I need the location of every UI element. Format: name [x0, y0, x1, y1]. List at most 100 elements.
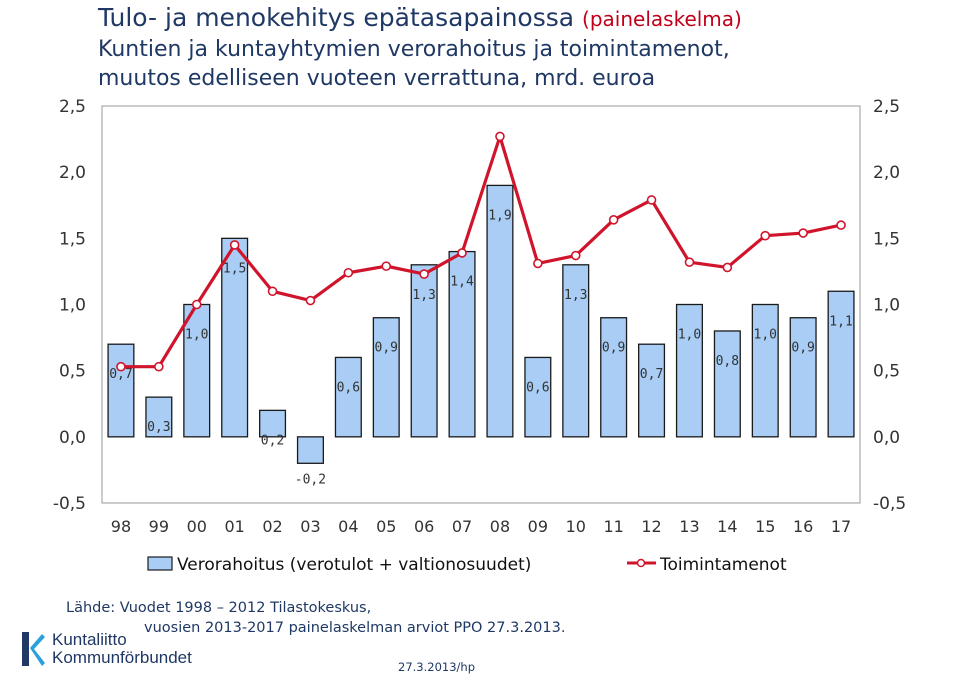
line-point — [836, 220, 846, 230]
legend-bar-swatch — [147, 556, 173, 571]
y-tick-label-left: 1,0 — [59, 296, 86, 316]
line-point — [457, 248, 467, 258]
bar-data-label: 0,2 — [261, 433, 284, 448]
x-tick-label: 98 — [111, 517, 131, 536]
x-tick-label: 06 — [414, 517, 434, 536]
y-tick-label-left: 0,0 — [59, 428, 86, 448]
bar-data-label: 0,7 — [640, 367, 663, 382]
x-tick-label: 16 — [793, 517, 813, 536]
x-tick-label: 07 — [452, 517, 472, 536]
bar — [372, 317, 400, 438]
x-tick-label: 13 — [679, 517, 699, 536]
line-point — [343, 267, 354, 278]
bar-data-label: 0,6 — [526, 380, 549, 395]
bar — [221, 237, 249, 438]
bar-data-label: 0,6 — [337, 380, 360, 395]
legend-line-marker — [636, 558, 646, 568]
line-point — [154, 361, 164, 372]
bar-data-label: 1,0 — [678, 328, 701, 343]
bar — [827, 290, 855, 438]
x-tick-label: 00 — [187, 517, 207, 536]
x-tick-label: 04 — [338, 517, 358, 536]
bar-data-label: 1,0 — [185, 328, 208, 343]
y-axis-left: -0,5 0,0 0,5 1,0 1,5 2,0 2,5 — [53, 97, 86, 514]
bar — [600, 317, 628, 438]
line-point — [570, 250, 581, 261]
y-axis-right: -0,5 0,0 0,5 1,0 1,5 2,0 2,5 — [873, 97, 906, 514]
line-point — [722, 262, 733, 273]
bar-data-label: -0,2 — [295, 472, 326, 487]
y-tick-label-right: 2,0 — [873, 163, 900, 183]
y-tick-label-right: 0,0 — [873, 428, 900, 448]
title-block: Tulo- ja menokehitys epätasapainossa (pa… — [98, 2, 742, 93]
legend-line-label: Toimintamenot — [659, 555, 787, 575]
bar-data-label: 0,9 — [602, 341, 625, 356]
bar-data-label: 0,9 — [791, 341, 814, 356]
bar — [410, 264, 438, 438]
subtitle-line-2: muutos edelliseen vuoteen verrattuna, mr… — [98, 66, 656, 91]
y-tick-label-left: 2,0 — [59, 163, 86, 183]
line-point — [646, 195, 657, 205]
line-point — [760, 230, 771, 241]
source-line-2: vuosien 2013-2017 painelaskelman arviot … — [144, 620, 566, 636]
line-point — [229, 240, 240, 250]
line-point — [495, 131, 505, 142]
x-tick-label: 14 — [717, 517, 737, 536]
bar-data-label: 1,4 — [450, 275, 474, 290]
line-point — [116, 361, 126, 372]
line-point — [267, 286, 278, 297]
bar — [183, 303, 211, 438]
bar — [751, 303, 779, 438]
chart-frame — [101, 105, 861, 504]
bar-data-label: 0,9 — [375, 341, 398, 356]
y-tick-label-left: -0,5 — [53, 494, 86, 514]
x-tick-label: 11 — [603, 517, 623, 536]
y-tick-label-right: -0,5 — [873, 494, 906, 514]
y-tick-label-right: 1,5 — [873, 229, 900, 249]
bar-data-labels: 0,7 0,3 1,0 1,5 0,2 -0,2 0,6 0,9 1,3 1,4 1,9 0,6 1,3… — [109, 208, 853, 487]
bar — [334, 356, 362, 438]
line-point — [684, 257, 695, 267]
line-point — [191, 299, 202, 310]
bar — [675, 303, 703, 438]
y-tick-label-left: 2,5 — [59, 97, 86, 117]
subtitle-line-1: Kuntien ja kuntayhtymien verorahoitus ja… — [98, 37, 730, 62]
x-tick-label: 10 — [566, 517, 586, 536]
legend-bar-label: Verorahoitus (verotulot + valtionosuudet… — [177, 555, 531, 575]
bar-data-label: 0,7 — [109, 367, 132, 382]
x-tick-label: 01 — [224, 517, 244, 536]
line-series — [116, 131, 846, 372]
line-point — [798, 228, 808, 238]
bar — [638, 343, 666, 438]
y-tick-label-right: 2,5 — [873, 97, 900, 117]
line-point — [305, 295, 316, 306]
source-line-1: Lähde: Vuodet 1998 – 2012 Tilastokeskus, — [66, 600, 372, 616]
x-axis: 98 99 00 01 02 03 04 05 06 07 08 09 10 11 12 13 14 15 16 17 — [111, 517, 851, 536]
line-point — [419, 269, 429, 279]
title-text: Tulo- ja menokehitys epätasapainossa — [98, 3, 575, 32]
x-tick-label: 05 — [376, 517, 396, 536]
bar — [107, 343, 135, 438]
bar-series — [107, 184, 855, 464]
x-tick-label: 02 — [262, 517, 282, 536]
bar-data-label: 0,8 — [716, 354, 739, 369]
bar — [562, 264, 590, 438]
title-note: (painelaskelma) — [582, 7, 742, 31]
footer-date: 27.3.2013/hp — [398, 660, 475, 674]
bar-data-label: 1,3 — [412, 288, 435, 303]
bar — [524, 356, 552, 438]
x-tick-label: 99 — [149, 517, 169, 536]
bar — [789, 317, 817, 438]
bar — [713, 330, 741, 438]
bar-data-label: 1,1 — [829, 314, 852, 329]
logo-line-1: Kuntaliitto — [52, 630, 127, 649]
page-title: Tulo- ja menokehitys epätasapainossa (pa… — [98, 2, 742, 35]
x-tick-label: 03 — [300, 517, 320, 536]
source-note: Lähde: Vuodet 1998 – 2012 Tilastokeskus,… — [66, 598, 565, 638]
bar — [486, 184, 514, 438]
line-path — [120, 134, 842, 369]
plot-area — [101, 105, 861, 504]
bar — [448, 250, 476, 438]
bar — [296, 436, 324, 464]
line-point — [381, 261, 392, 271]
